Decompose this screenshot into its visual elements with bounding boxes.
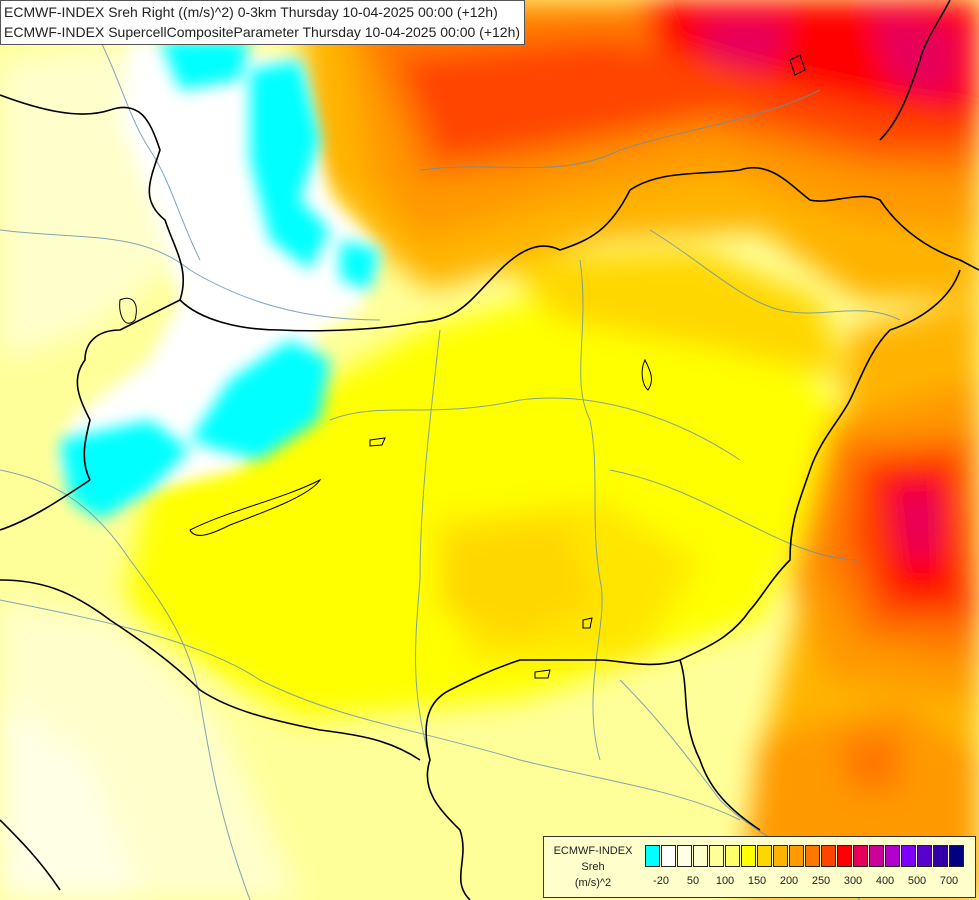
legend-swatch bbox=[885, 845, 900, 867]
legend-swatch bbox=[757, 845, 772, 867]
legend-tick: 150 bbox=[747, 875, 767, 887]
legend-swatch bbox=[853, 845, 868, 867]
map-title-supercell: ECMWF-INDEX SupercellCompositeParameter … bbox=[4, 24, 521, 40]
legend-swatch bbox=[709, 845, 724, 867]
legend-swatch bbox=[773, 845, 788, 867]
legend-model: ECMWF-INDEX bbox=[553, 845, 633, 857]
legend-tick: -20 bbox=[653, 875, 669, 887]
lakes bbox=[119, 54, 806, 679]
legend-tick: 250 bbox=[811, 875, 831, 887]
legend-unit: (m/s)^2 bbox=[574, 877, 612, 889]
map-title-sreh: ECMWF-INDEX Sreh Right ((m/s)^2) 0-3km T… bbox=[4, 4, 498, 20]
legend-swatch bbox=[693, 845, 708, 867]
legend-swatch bbox=[741, 845, 756, 867]
legend-swatch bbox=[661, 845, 676, 867]
legend-swatch bbox=[869, 845, 884, 867]
legend-tick: 50 bbox=[686, 875, 700, 887]
legend-swatch bbox=[677, 845, 692, 867]
legend-swatch bbox=[917, 845, 932, 867]
legend-tick: 100 bbox=[715, 875, 735, 887]
legend-tick: 700 bbox=[939, 875, 959, 887]
legend-param: Sreh bbox=[581, 861, 605, 873]
legend-tick: 200 bbox=[779, 875, 799, 887]
legend-swatch bbox=[933, 845, 948, 867]
legend-swatch bbox=[805, 845, 820, 867]
legend-tick: 400 bbox=[875, 875, 895, 887]
legend-swatch bbox=[645, 845, 660, 867]
legend-tick: 500 bbox=[907, 875, 927, 887]
map-title-box: ECMWF-INDEX Sreh Right ((m/s)^2) 0-3km T… bbox=[0, 0, 526, 45]
legend-swatch bbox=[821, 845, 836, 867]
legend-swatch bbox=[901, 845, 916, 867]
legend-swatch bbox=[725, 845, 740, 867]
legend-swatch bbox=[789, 845, 804, 867]
legend-swatch bbox=[949, 845, 964, 867]
color-legend: ECMWF-INDEX Sreh (m/s)^2 -20 50 100 150 200 2… bbox=[543, 836, 976, 898]
legend-swatch bbox=[837, 845, 852, 867]
legend-tick: 300 bbox=[843, 875, 863, 887]
